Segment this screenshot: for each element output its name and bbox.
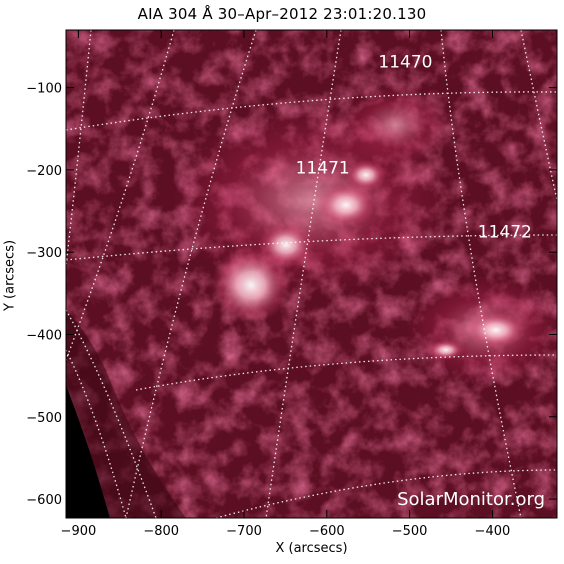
y-tick-label: −500 bbox=[26, 411, 62, 426]
active-region-label: 11472 bbox=[478, 223, 532, 243]
y-tick-label: −400 bbox=[26, 328, 62, 343]
x-tick-label: −800 bbox=[143, 524, 179, 539]
x-tick-label: −900 bbox=[61, 524, 97, 539]
active-region-label: 11470 bbox=[378, 52, 432, 72]
y-tick-label: −100 bbox=[26, 82, 62, 97]
y-axis-ticks: −100 −200 −300 −400 −500 −600 bbox=[26, 82, 557, 508]
watermark: SolarMonitor.org bbox=[397, 489, 545, 510]
chart-title: AIA 304 Å 30–Apr–2012 23:01:20.130 bbox=[137, 5, 427, 23]
x-axis-ticks: −900 −800 −700 −600 −500 −400 bbox=[61, 30, 511, 539]
active-region-labels: 11470 11471 11472 bbox=[296, 52, 532, 242]
x-tick-label: −600 bbox=[309, 524, 345, 539]
x-tick-label: −700 bbox=[226, 524, 262, 539]
y-axis-label: Y (arcsecs) bbox=[2, 239, 18, 312]
x-axis-label: X (arcsecs) bbox=[275, 541, 348, 556]
y-tick-label: −600 bbox=[26, 493, 62, 508]
y-tick-label: −200 bbox=[26, 164, 62, 179]
active-region-label: 11471 bbox=[296, 158, 350, 178]
x-tick-label: −400 bbox=[475, 524, 511, 539]
y-tick-label: −300 bbox=[26, 246, 62, 261]
x-tick-label: −500 bbox=[392, 524, 428, 539]
plot-frame bbox=[65, 29, 558, 519]
solar-image bbox=[66, 30, 557, 518]
